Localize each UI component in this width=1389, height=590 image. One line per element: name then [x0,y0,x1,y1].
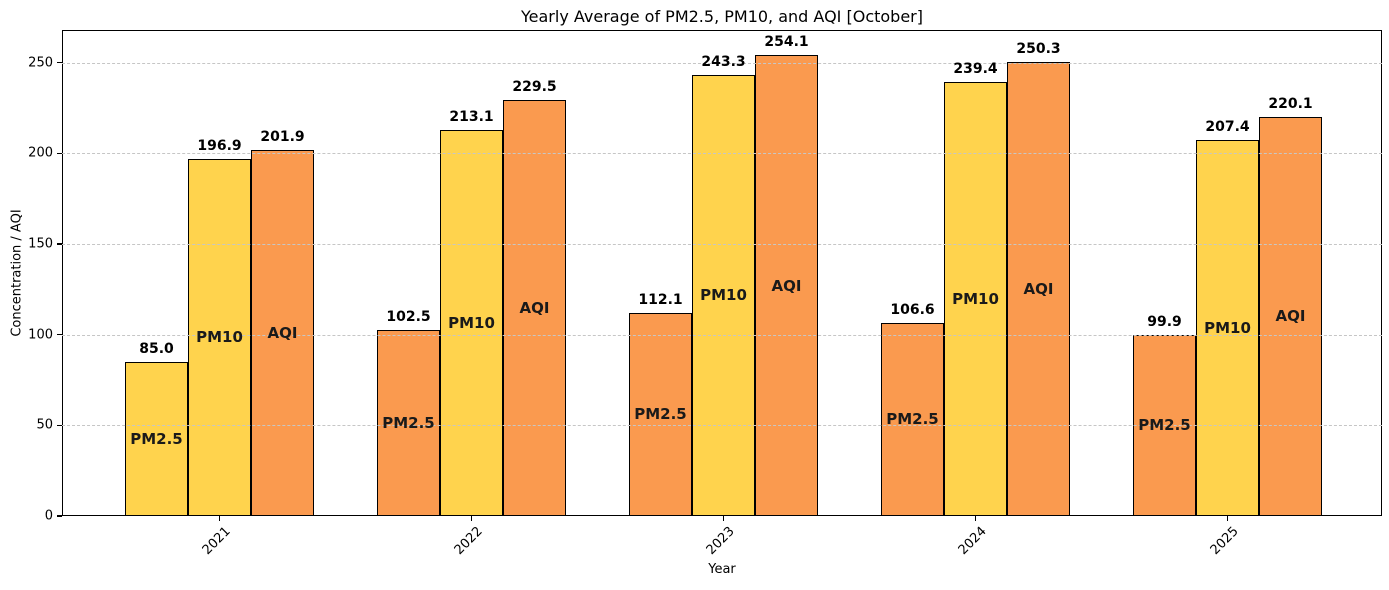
bar-pm10-2022 [440,129,503,516]
y-tick-mark [57,515,62,517]
bar-pm25-2024 [881,322,944,516]
bar-value-label: 207.4 [1205,118,1250,135]
y-axis-label: Concentration / AQI [9,209,25,337]
bar-value-label: 201.9 [260,128,305,145]
bar-series-label: AQI [267,323,298,342]
x-tick-label: 2023 [704,524,739,559]
y-tick-mark [57,243,62,245]
bar-value-label: 102.5 [386,309,431,326]
bar-series-label: PM10 [700,286,747,305]
bar-series-label: PM10 [952,289,999,308]
bar-aqi-2022 [503,99,566,516]
bar-series-label: AQI [519,298,550,317]
x-tick-mark [218,516,221,521]
gridline [62,153,1382,155]
bar-pm10-2021 [188,158,251,516]
gridline [62,425,1382,427]
bar-pm10-2025 [1196,139,1259,516]
bar-series-label: PM2.5 [382,414,435,433]
y-tick-label: 150 [28,236,53,252]
bar-series-label: PM10 [448,313,495,332]
bar-pm25-2022 [377,330,440,516]
gridline [62,243,1382,245]
chart-title: Yearly Average of PM2.5, PM10, and AQI [… [521,7,923,26]
bar-value-label: 243.3 [701,53,746,70]
y-tick-mark [57,62,62,64]
x-tick-label: 2025 [1208,524,1243,559]
bar-value-label: 213.1 [449,108,494,125]
bar-pm25-2023 [629,312,692,516]
x-axis-label: Year [708,562,736,577]
y-tick-label: 250 [28,55,53,71]
y-tick-label: 50 [36,417,53,433]
bar-value-label: 106.6 [890,301,935,318]
bar-series-label: AQI [1023,280,1054,299]
gridline [62,62,1382,64]
bar-aqi-2025 [1259,116,1322,516]
y-tick-label: 100 [28,327,53,343]
bar-value-label: 85.0 [139,340,174,357]
x-tick-label: 2021 [200,524,235,559]
y-tick-mark [57,152,62,154]
bar-series-label: PM10 [1204,318,1251,337]
bar-pm10-2023 [692,74,755,516]
bar-series-label: PM2.5 [1138,416,1191,435]
y-tick-mark [57,334,62,336]
bar-value-label: 229.5 [512,78,557,95]
y-tick-label: 200 [28,145,53,161]
bar-pm25-2021 [125,361,188,516]
gridline [62,334,1382,336]
bar-aqi-2023 [755,55,818,516]
x-tick-mark [1226,516,1229,521]
bar-series-label: PM2.5 [886,410,939,429]
y-tick-mark [57,424,62,426]
bar-value-label: 220.1 [1268,95,1313,112]
x-tick-label: 2022 [452,524,487,559]
bar-series-label: PM10 [196,328,243,347]
bar-value-label: 250.3 [1016,41,1061,58]
bar-aqi-2024 [1007,62,1070,516]
bar-series-label: AQI [1275,307,1306,326]
bar-value-label: 99.9 [1147,313,1182,330]
x-tick-label: 2024 [956,524,991,559]
x-tick-mark [974,516,977,521]
y-tick-label: 0 [44,508,53,524]
x-tick-mark [722,516,725,521]
bar-value-label: 239.4 [953,60,998,77]
bar-value-label: 254.1 [764,34,809,51]
bar-value-label: 196.9 [197,137,242,154]
bar-series-label: PM2.5 [130,429,183,448]
x-tick-mark [470,516,473,521]
bar-aqi-2021 [251,149,314,516]
bar-value-label: 112.1 [638,291,683,308]
bar-series-label: AQI [771,276,802,295]
bar-series-label: PM2.5 [634,405,687,424]
